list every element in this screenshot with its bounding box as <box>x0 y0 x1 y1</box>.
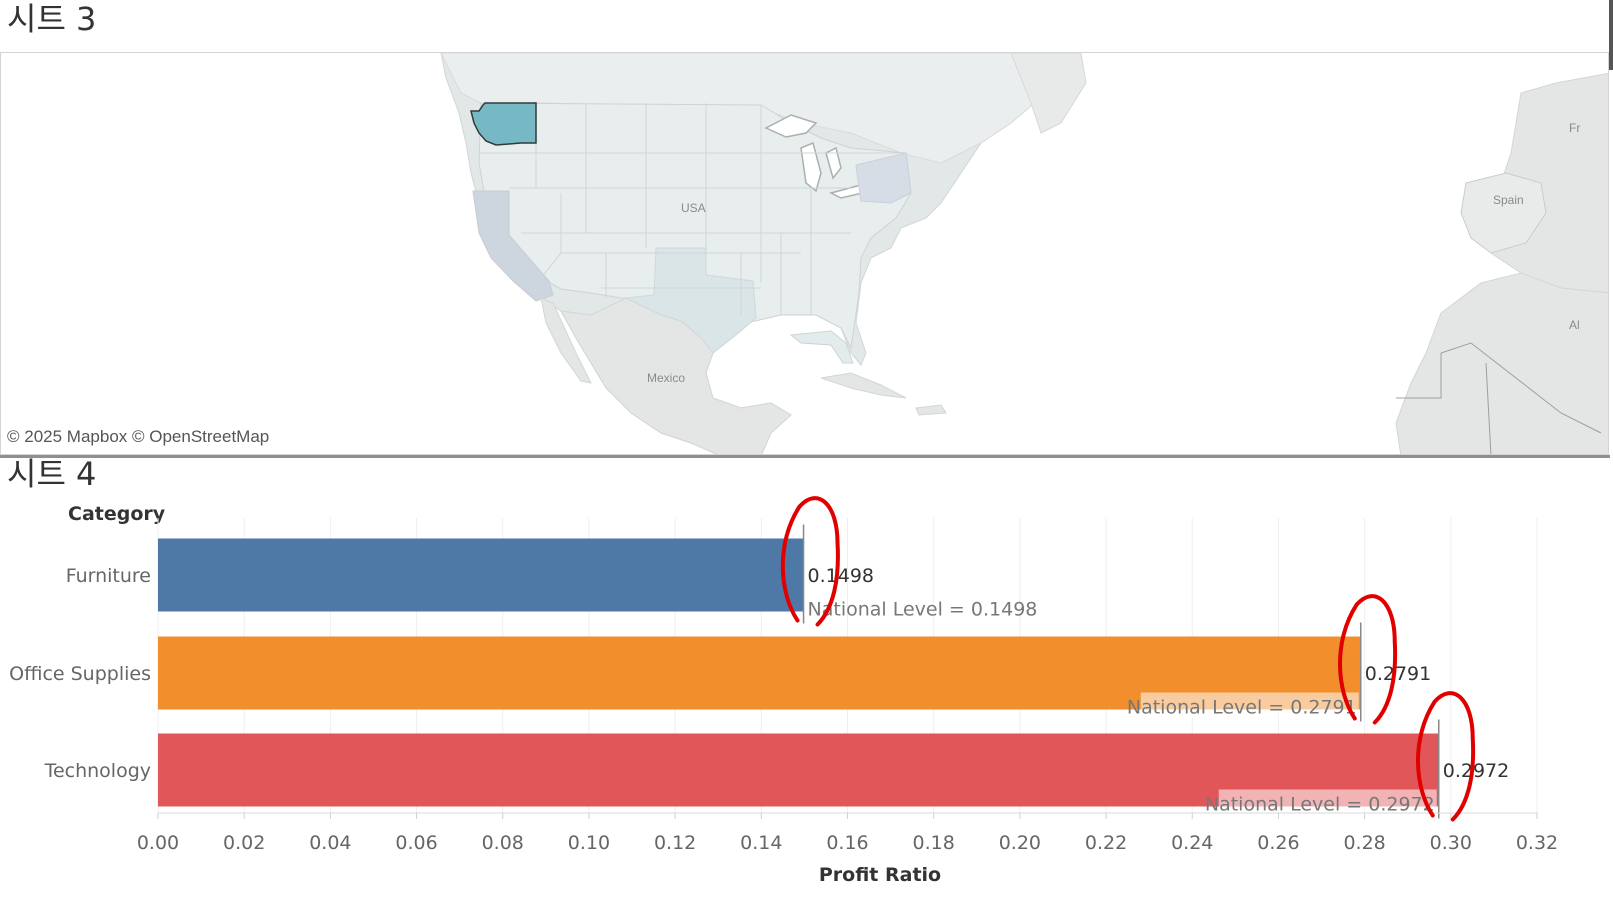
value-label: 0.2791 <box>1365 663 1431 685</box>
x-tick-label: 0.06 <box>395 832 437 854</box>
x-tick-label: 0.16 <box>826 832 868 854</box>
map-label-spain: Spain <box>1493 193 1524 207</box>
map-label-mexico: Mexico <box>647 371 686 385</box>
baja-peninsula <box>540 297 592 384</box>
value-label: 0.1498 <box>808 565 874 587</box>
x-tick-label: 0.24 <box>1171 832 1213 854</box>
reference-label-background <box>1140 692 1359 719</box>
annotation-mark <box>1416 691 1476 822</box>
x-tick-label: 0.14 <box>740 832 782 854</box>
x-tick-label: 0.08 <box>482 832 524 854</box>
africa-land <box>1395 272 1608 454</box>
annotation-mark <box>780 496 840 627</box>
bars <box>158 524 1440 819</box>
annotations <box>780 496 1476 822</box>
map-view[interactable]: USA Mexico Spain Fr Al <box>0 52 1609 455</box>
greenland-land <box>1010 53 1087 134</box>
x-tick-label: 0.18 <box>913 832 955 854</box>
caribbean-islands <box>820 372 947 416</box>
state-borders <box>479 103 901 315</box>
map-label-usa: USA <box>681 201 706 215</box>
map-label-algeria: Al <box>1569 318 1580 332</box>
x-tick-label: 0.28 <box>1343 832 1385 854</box>
x-axis: 0.00 0.02 0.04 0.06 0.08 0.10 0.12 0.14 0.16 0.18… <box>137 812 1558 854</box>
x-tick-label: 0.26 <box>1257 832 1299 854</box>
state-new-york <box>855 152 912 204</box>
category-label[interactable]: Technology <box>44 760 151 782</box>
sheet-divider <box>0 455 1610 458</box>
state-florida <box>789 330 854 364</box>
bar-chart-panel: Category Furniture 0.1498 National Level =… <box>0 458 1609 922</box>
mexico-region <box>560 297 792 454</box>
map-attribution[interactable]: © 2025 Mapbox © OpenStreetMap <box>5 427 272 447</box>
reference-label-background <box>1218 789 1437 816</box>
category-label[interactable]: Office Supplies <box>9 663 151 685</box>
toolbar-rail[interactable] <box>1609 0 1613 70</box>
bar-chart[interactable]: Category Furniture 0.1498 National Level =… <box>0 458 1609 922</box>
x-tick-label: 0.04 <box>309 832 351 854</box>
x-tick-label: 0.30 <box>1430 832 1472 854</box>
category-header[interactable]: Category <box>68 503 166 525</box>
x-tick-label: 0.32 <box>1516 832 1558 854</box>
annotation-mark <box>1338 594 1398 725</box>
africa-borders <box>1396 342 1602 454</box>
sheet4-title: 시트 4 <box>7 455 97 493</box>
x-tick-label: 0.10 <box>568 832 610 854</box>
x-tick-label: 0.22 <box>1085 832 1127 854</box>
state-california <box>472 190 554 302</box>
state-washington[interactable] <box>470 102 537 146</box>
iberia-land <box>1460 172 1547 254</box>
x-tick-label: 0.00 <box>137 832 179 854</box>
reference-label: National Level = 0.2972 <box>1205 794 1435 816</box>
x-tick-label: 0.12 <box>654 832 696 854</box>
bar[interactable] <box>158 538 804 612</box>
sheet3-title: 시트 3 <box>7 0 97 38</box>
reference-label: National Level = 0.1498 <box>808 599 1038 621</box>
map-canvas[interactable] <box>1 53 1609 455</box>
category-labels: Furniture 0.1498 National Level = 0.1498 Of… <box>9 565 1509 816</box>
reference-label: National Level = 0.2791 <box>1127 697 1357 719</box>
x-axis-title[interactable]: Profit Ratio <box>819 864 941 886</box>
x-tick-label: 0.02 <box>223 832 265 854</box>
value-label: 0.2972 <box>1443 760 1509 782</box>
map-label-france: Fr <box>1569 121 1581 135</box>
category-label[interactable]: Furniture <box>66 565 151 587</box>
x-tick-label: 0.20 <box>999 832 1041 854</box>
